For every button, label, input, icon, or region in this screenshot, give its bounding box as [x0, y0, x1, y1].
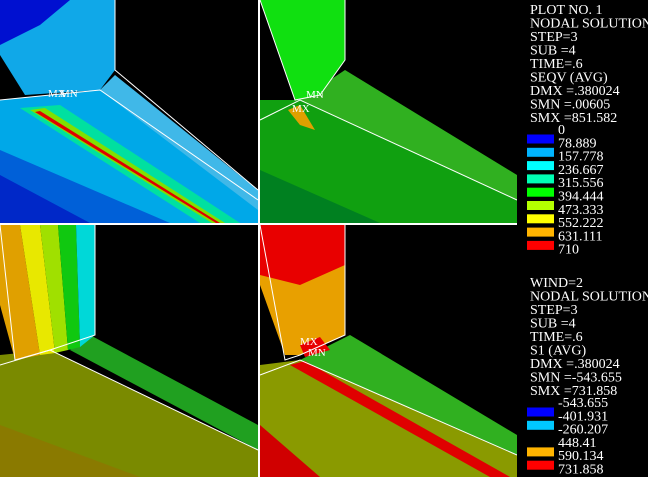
legend-swatch — [527, 147, 554, 157]
legend-label: 78.889 — [558, 136, 597, 151]
contour — [0, 175, 90, 223]
info-line: NODAL SOLUTION — [530, 290, 648, 305]
contour — [260, 225, 345, 285]
contour — [0, 0, 70, 45]
edge — [259, 99, 518, 201]
mn-label: MN — [60, 88, 78, 100]
viewport-2: MN MX — [259, 0, 518, 223]
legend-swatch — [527, 187, 554, 197]
legend-label: -543.655 — [558, 396, 608, 411]
edge — [259, 224, 346, 361]
legend-label: 473.333 — [558, 203, 604, 218]
legend-label: 552.222 — [558, 216, 604, 231]
info-line: SMX =731.858 — [530, 384, 617, 399]
legend-swatch — [527, 420, 554, 430]
contour — [260, 425, 320, 477]
legend-label: 236.667 — [558, 163, 604, 178]
legend-label: 590.134 — [558, 449, 604, 464]
legend-swatch — [527, 201, 554, 210]
info-line: SEQV (AVG) — [530, 71, 608, 86]
contour — [35, 111, 220, 223]
contour — [0, 425, 140, 477]
legend-label: -401.931 — [558, 409, 608, 424]
panel-bg — [517, 0, 648, 477]
info-line: TIME=.6 — [530, 330, 583, 345]
legend-swatch — [527, 240, 554, 250]
contour — [288, 105, 315, 130]
edge — [114, 0, 259, 191]
contour — [260, 100, 517, 223]
legend-swatch — [527, 161, 554, 171]
contour — [300, 70, 517, 200]
legend-label: 631.111 — [558, 229, 602, 244]
edge — [259, 0, 346, 101]
info-line: SUB =4 — [530, 44, 576, 59]
edge — [259, 359, 518, 456]
info-line: STEP=3 — [530, 30, 578, 45]
legend-swatch — [527, 460, 554, 470]
viewport-1: MX MN — [0, 0, 259, 223]
mx-label: MX — [300, 336, 318, 348]
info-line: NODAL SOLUTION — [530, 17, 648, 32]
legend-label: 448.41 — [558, 436, 597, 451]
legend-swatch — [527, 214, 554, 224]
viewport-3 — [0, 224, 259, 477]
contour — [20, 225, 55, 355]
contour — [290, 361, 510, 477]
info-line: TIME=.6 — [530, 57, 583, 72]
contour — [70, 335, 258, 450]
legend-swatch — [527, 447, 554, 457]
mn-label: MN — [306, 89, 324, 101]
info-line: SUB =4 — [530, 317, 576, 332]
info-line: STEP=3 — [530, 303, 578, 318]
legend-label: 710 — [558, 243, 579, 258]
mx-label: MX — [292, 103, 310, 115]
legend-label: 315.556 — [558, 176, 604, 191]
mx-label: MX — [48, 88, 66, 100]
info-line: SMN =.00605 — [530, 98, 610, 113]
info-line: SMN =-543.655 — [530, 371, 622, 386]
separator — [0, 223, 517, 225]
info-line: S1 (AVG) — [530, 344, 586, 359]
contour — [0, 350, 258, 477]
contour — [58, 225, 80, 350]
contour — [76, 225, 95, 347]
legend-label: 731.858 — [558, 463, 604, 477]
legend-swatch — [527, 134, 554, 144]
contour — [40, 225, 68, 353]
contour — [300, 335, 517, 455]
edge — [0, 349, 259, 451]
viewport-4: MX MN — [259, 224, 518, 477]
contour — [100, 75, 258, 210]
info-line: WIND=2 — [530, 276, 583, 291]
legend-label: 157.778 — [558, 150, 604, 165]
legend-swatch — [527, 174, 554, 184]
info-line: SMX =851.582 — [530, 111, 617, 126]
contour — [260, 0, 345, 100]
info-line: DMX =.380024 — [530, 84, 620, 99]
legend-swatch — [527, 407, 554, 417]
legend-label: 394.444 — [558, 190, 604, 205]
contour — [0, 225, 40, 360]
info-line: DMX =.380024 — [530, 357, 620, 372]
separator — [258, 0, 260, 477]
contour — [260, 170, 380, 223]
edge — [0, 89, 259, 201]
legend-label: 0 — [558, 123, 565, 138]
mn-label: MN — [308, 347, 326, 359]
info-line: PLOT NO. 1 — [530, 3, 602, 18]
legend-swatch — [527, 227, 554, 237]
legend-label: -260.207 — [558, 423, 608, 438]
